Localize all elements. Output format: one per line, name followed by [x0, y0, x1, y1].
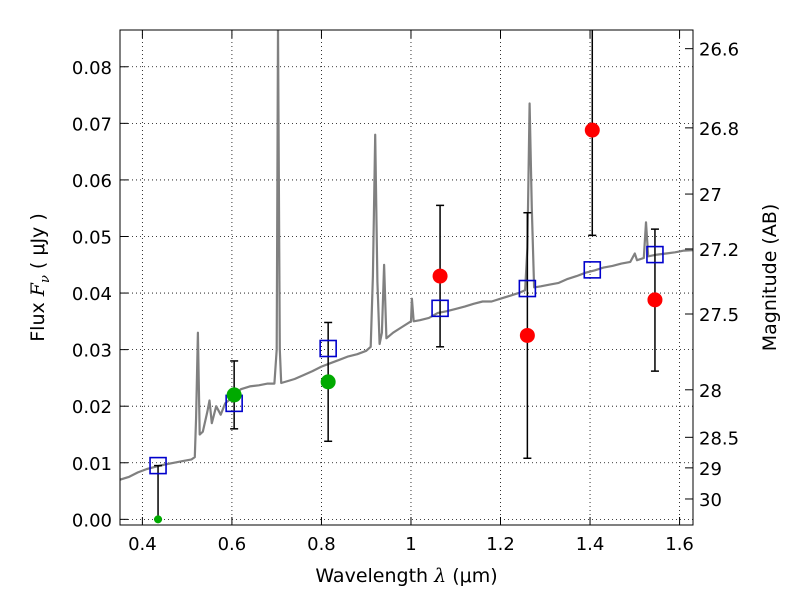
detection-point: [226, 387, 242, 403]
mag-tick-label: 28: [699, 381, 722, 402]
ticks: 0.4 0.6 0.8 1 1.2 1.4 1.6 0.00 0.01 0.02 0.03 0.04 0…: [72, 30, 739, 555]
mag-tick-label: 27.5: [699, 305, 739, 326]
mag-tick-label: 26.6: [699, 40, 739, 61]
mag-tick-label: 29: [699, 459, 722, 480]
y-tick-label: 0.08: [72, 58, 112, 79]
grid: [120, 30, 693, 525]
y-tick-label: 0.02: [72, 397, 112, 418]
model-photometry-square: [319, 339, 337, 358]
model-photometry-square: [646, 245, 664, 264]
mag-tick-label: 30: [699, 490, 722, 511]
plot-area: [120, 30, 693, 524]
y-tick-label: 0.03: [72, 341, 112, 362]
detection-point: [584, 122, 600, 138]
y-tick-label: 0.01: [72, 454, 112, 475]
mag-tick-label: 26.8: [699, 119, 739, 140]
mag-tick-label: 28.5: [699, 428, 739, 449]
y-tick-label: 0.04: [72, 284, 112, 305]
detection-point: [154, 515, 163, 524]
x-axis-label: Wavelength λ (μm): [315, 565, 497, 587]
x-tick-label: 1.6: [665, 534, 694, 555]
detection-point: [320, 374, 336, 390]
y-tick-label: 0.07: [72, 114, 112, 135]
y-tick-label: 0.05: [72, 227, 112, 248]
spectrum-line: [120, 30, 693, 481]
plot-frame: [119, 29, 694, 526]
y-tick-label: 0.00: [72, 510, 112, 531]
right-axis-label: Magnitude (AB): [759, 204, 781, 352]
mag-tick-label: 27.2: [699, 240, 739, 261]
x-tick-label: 0.6: [218, 534, 247, 555]
detection-point: [519, 327, 535, 343]
x-tick-label: 0.4: [128, 534, 157, 555]
x-tick-label: 1.2: [486, 534, 515, 555]
model-photometry-square: [149, 456, 167, 475]
detection-point: [647, 292, 663, 308]
mag-tick-label: 27: [699, 185, 722, 206]
x-tick-label: 1.4: [576, 534, 605, 555]
model-photometry-square: [583, 261, 602, 279]
y-tick-label: 0.06: [72, 171, 112, 192]
model-photometry-square: [431, 299, 449, 318]
x-tick-label: 1: [405, 534, 416, 555]
x-tick-label: 0.8: [307, 534, 336, 555]
y-axis-label: Flux Fν ( μJy ): [27, 213, 53, 342]
detection-point: [432, 268, 448, 284]
model-photometry-square: [518, 279, 537, 298]
